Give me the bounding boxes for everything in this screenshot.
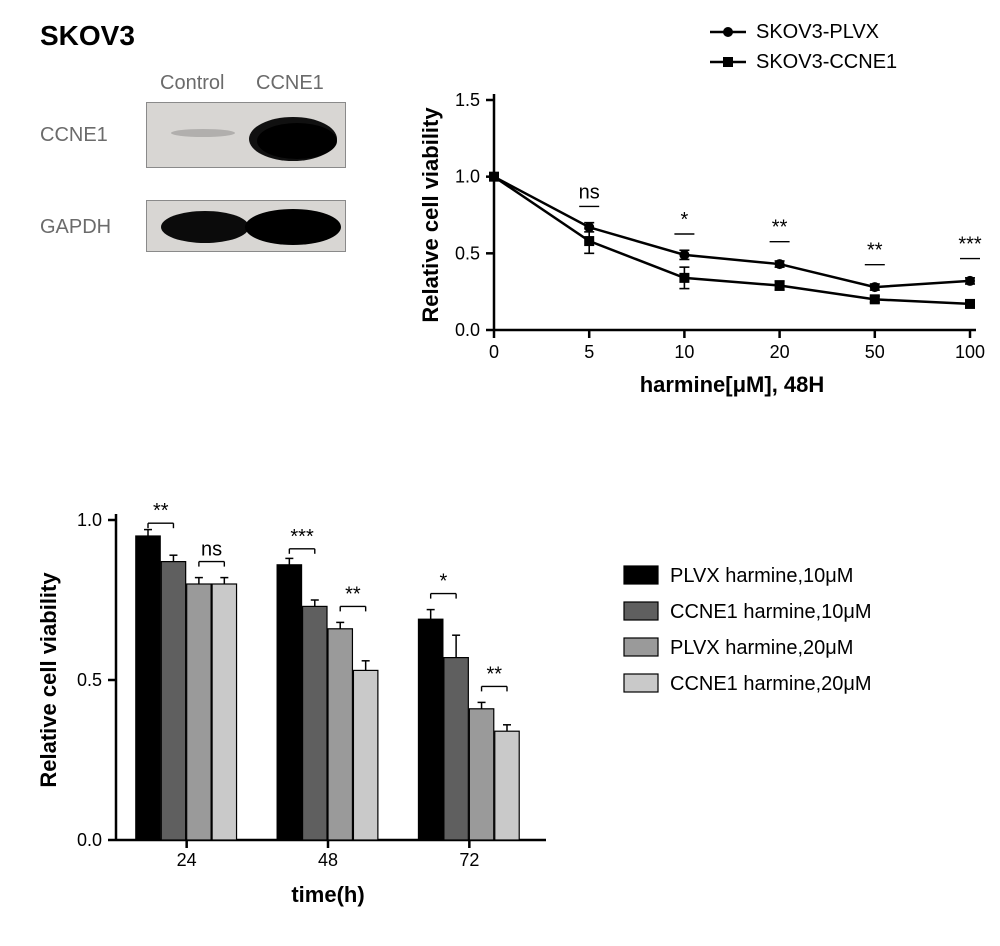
lane-label-ccne1: CCNE1 [256,72,324,95]
bar-legend-svg: PLVX harmine,10μM CCNE1 harmine,10μM PLVX … [620,560,980,720]
svg-text:1.0: 1.0 [455,167,480,187]
svg-text:100: 100 [955,342,985,362]
svg-text:1.5: 1.5 [455,90,480,110]
svg-text:time(h): time(h) [291,882,364,907]
svg-text:SKOV3-PLVX: SKOV3-PLVX [756,21,879,43]
svg-text:0.5: 0.5 [77,670,102,690]
svg-text:*: * [439,571,447,593]
line-chart: 0.0 0.5 1.0 1.5 0 5 10 20 50 100 Relative cell via… [410,10,990,410]
svg-text:SKOV3-CCNE1: SKOV3-CCNE1 [756,51,897,73]
svg-text:**: ** [772,217,788,239]
blot-gapdh [146,200,346,252]
svg-text:CCNE1 harmine,10μM: CCNE1 harmine,10μM [670,601,872,623]
svg-text:72: 72 [459,850,479,870]
western-title: SKOV3 [40,20,135,52]
row-label-gapdh: GAPDH [40,216,111,239]
svg-text:**: ** [153,500,169,522]
svg-text:0.5: 0.5 [455,243,480,263]
line-chart-panel: 0.0 0.5 1.0 1.5 0 5 10 20 50 100 Relative cell via… [410,10,990,410]
svg-text:ns: ns [201,539,222,561]
svg-text:48: 48 [318,850,338,870]
svg-text:Relative cell viability: Relative cell viability [36,572,61,788]
svg-text:PLVX harmine,10μM: PLVX harmine,10μM [670,565,853,587]
svg-text:***: *** [958,234,982,256]
svg-text:**: ** [867,240,883,262]
svg-text:1.0: 1.0 [77,510,102,530]
svg-text:harmine[μM], 48H: harmine[μM], 48H [640,372,825,397]
svg-text:5: 5 [584,342,594,362]
svg-text:PLVX harmine,20μM: PLVX harmine,20μM [670,637,853,659]
lane-label-control: Control [160,72,224,95]
svg-text:Relative cell viability: Relative cell viability [418,107,443,323]
blot-ccne1 [146,102,346,168]
svg-text:**: ** [345,583,361,605]
svg-text:0.0: 0.0 [77,830,102,850]
svg-text:50: 50 [865,342,885,362]
svg-text:24: 24 [177,850,197,870]
bar-legend: PLVX harmine,10μM CCNE1 harmine,10μM PLVX … [620,560,980,720]
bar-chart-panel: 0.0 0.5 1.0 Relative cell viability time(h) 2… [20,480,580,920]
svg-text:***: *** [290,526,314,548]
svg-text:CCNE1 harmine,20μM: CCNE1 harmine,20μM [670,673,872,695]
svg-text:20: 20 [770,342,790,362]
svg-text:10: 10 [674,342,694,362]
svg-text:0: 0 [489,342,499,362]
bar-chart: 0.0 0.5 1.0 Relative cell viability time(h) 2… [20,480,580,920]
svg-text:0.0: 0.0 [455,320,480,340]
row-label-ccne1: CCNE1 [40,124,108,147]
svg-text:**: ** [486,663,502,685]
svg-text:*: * [681,209,689,231]
svg-text:ns: ns [579,181,600,203]
